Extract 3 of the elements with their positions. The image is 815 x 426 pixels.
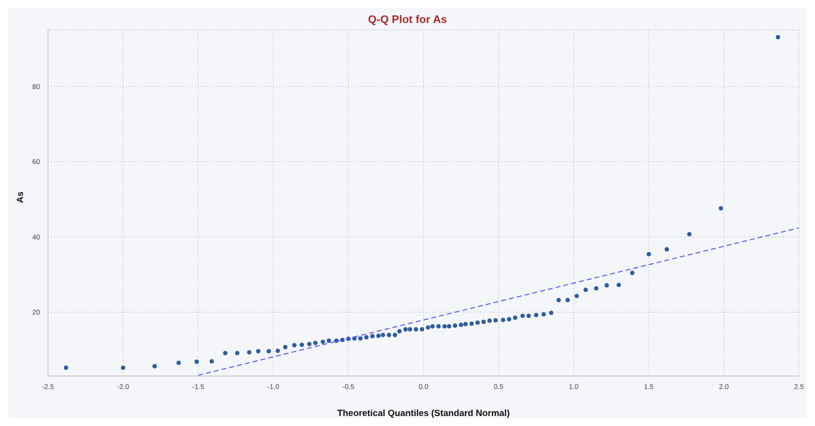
chart-title: Q-Q Plot for As: [366, 14, 448, 26]
y-axis-title: As: [15, 191, 26, 203]
x-axis-title: Theoretical Quantiles (Standard Normal): [337, 408, 510, 418]
